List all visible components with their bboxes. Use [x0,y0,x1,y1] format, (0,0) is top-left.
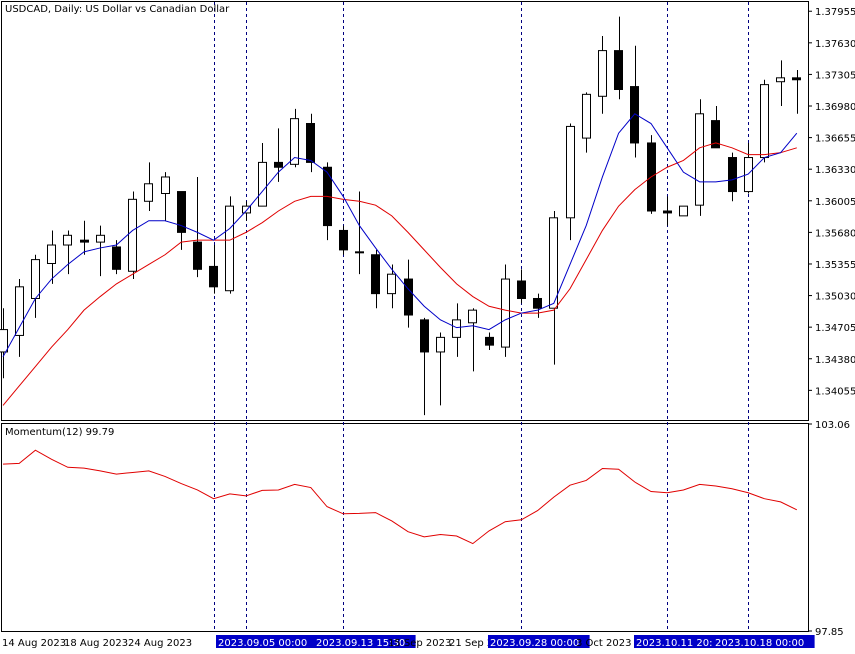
candle-bear [533,297,542,309]
main-pane-frame [1,1,809,421]
time-label-highlight [314,635,416,648]
candle-bear [485,336,494,346]
time-label: 24 Aug 2023 [128,638,192,649]
price-tick-label: 1.37305 [815,70,855,81]
candle-bull [776,77,785,83]
momentum-pane-frame [1,423,809,632]
candle-bear [614,50,623,90]
candle-bear [420,319,429,353]
time-label-highlight [216,635,318,648]
candle-bull [47,244,56,264]
candle-bull [501,278,510,348]
time-label: 14 Aug 2023 [2,638,66,649]
candle-bear [193,241,202,270]
candle-bear [306,123,315,163]
price-axis: 1.37955 1.37630 1.37305 1.36980 1.36655 1.363… [808,7,855,397]
candle-bear [177,191,186,233]
candle-bear [404,278,413,316]
time-label-highlight [713,635,815,648]
candle-bull [96,234,105,243]
candle-bull [598,50,607,97]
price-tick-label: 1.37955 [815,7,855,18]
candle-bear [792,77,801,81]
price-tick-label: 1.35680 [815,228,855,239]
momentum-tick-label: 97.85 [815,627,844,638]
candle-bull [436,336,445,353]
time-label: 2023.10.11 20:48 [636,638,725,649]
candle-bear [80,239,89,243]
candle-bull [128,198,137,272]
time-label: 15 Sep 2023 [388,638,451,649]
candle-bull [452,319,461,338]
momentum-line [2,449,798,545]
candle-bull [744,157,753,193]
candlesticks [0,16,801,416]
candle-bear [112,246,121,270]
candle-bull [144,183,153,202]
candle-bull [355,251,364,254]
time-label: 21 Sep 2023 [449,638,512,649]
time-label: 2023.09.05 00:00 [218,638,307,649]
candle-bear [209,265,218,288]
candle-bear [371,254,380,295]
candle-bull [760,84,769,159]
momentum-axis: 103.06 97.85 [808,420,850,638]
candle-bear [728,157,737,193]
time-label: 3 Oct 2023 [576,638,631,649]
price-tick-label: 1.35030 [815,292,855,303]
candle-bull [225,205,234,292]
price-tick-label: 1.34055 [815,386,855,397]
candle-bull [242,205,251,214]
candle-bull [63,234,72,246]
chart-title: USDCAD, Daily: US Dollar vs Canadian Dol… [5,4,230,15]
time-label: 2023.10.18 00:00 [715,638,804,649]
vertical-lines [214,2,749,631]
candle-bull [387,273,396,295]
candle-bull [31,259,40,299]
price-tick-label: 1.37630 [815,39,855,50]
candle-bull [161,176,170,195]
candle-bull [0,329,8,353]
price-tick-label: 1.36005 [815,197,855,208]
price-tick-label: 1.34705 [815,323,855,334]
candle-bull [566,125,575,219]
moving-average-fast [2,113,798,358]
candle-bull [15,286,24,336]
price-tick-label: 1.35355 [815,260,855,271]
candle-bear [711,120,720,149]
candle-bull [695,113,704,206]
moving-average-slow [2,142,797,406]
candle-bear [517,280,526,299]
candle-bear [274,161,283,168]
candle-bull [290,118,299,165]
price-tick-label: 1.36655 [815,134,855,145]
momentum-tick-label: 103.06 [815,420,850,431]
time-label: 18 Aug 2023 [64,638,128,649]
time-label-highlight [488,635,590,648]
time-label: 2023.09.13 15:30 [316,638,405,649]
candle-bull [258,161,267,207]
candle-bull [468,309,477,324]
candle-bear [663,210,672,214]
candle-bull [549,217,558,309]
time-label-highlight [634,635,736,648]
price-tick-label: 1.36980 [815,102,855,113]
time-label: 2023.09.28 00:00 [490,638,579,649]
candle-bull [679,205,688,217]
price-tick-label: 1.36330 [815,165,855,176]
candle-bear [339,229,348,251]
candle-bull [582,93,591,139]
price-tick-label: 1.34380 [815,355,855,366]
momentum-title: Momentum(12) 99.79 [5,427,114,438]
